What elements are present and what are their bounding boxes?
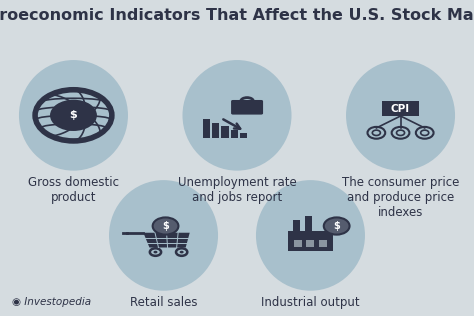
Ellipse shape bbox=[109, 180, 218, 291]
Text: Macroeconomic Indicators That Affect the U.S. Stock Market: Macroeconomic Indicators That Affect the… bbox=[0, 8, 474, 23]
Text: Industrial output: Industrial output bbox=[261, 296, 360, 309]
Text: $: $ bbox=[70, 110, 77, 120]
Text: $: $ bbox=[162, 221, 169, 231]
Bar bbox=[383, 101, 419, 116]
Circle shape bbox=[153, 217, 178, 234]
Text: CPI: CPI bbox=[391, 104, 410, 114]
Bar bbox=[212, 123, 219, 138]
Text: Gross domestic
product: Gross domestic product bbox=[28, 176, 119, 204]
Ellipse shape bbox=[19, 60, 128, 171]
Text: ◉ Investopedia: ◉ Investopedia bbox=[12, 296, 91, 307]
Bar bbox=[306, 240, 315, 247]
Ellipse shape bbox=[346, 60, 455, 171]
Text: Retail sales: Retail sales bbox=[130, 296, 197, 309]
Bar bbox=[230, 130, 238, 138]
Ellipse shape bbox=[182, 60, 292, 171]
Circle shape bbox=[180, 251, 183, 253]
Text: $: $ bbox=[333, 221, 340, 231]
Bar bbox=[288, 231, 333, 251]
Text: Unemployment rate
and jobs report: Unemployment rate and jobs report bbox=[178, 176, 296, 204]
Text: The consumer price
and produce price
indexes: The consumer price and produce price ind… bbox=[342, 176, 459, 219]
Ellipse shape bbox=[256, 180, 365, 291]
Circle shape bbox=[50, 100, 97, 131]
Bar bbox=[293, 220, 300, 231]
Bar bbox=[293, 240, 301, 247]
Bar bbox=[221, 126, 228, 138]
Circle shape bbox=[154, 251, 157, 253]
FancyBboxPatch shape bbox=[231, 100, 263, 115]
Bar bbox=[305, 216, 312, 231]
Bar bbox=[240, 133, 247, 138]
Polygon shape bbox=[143, 233, 190, 247]
Bar bbox=[203, 119, 210, 138]
Bar bbox=[319, 240, 328, 247]
Circle shape bbox=[324, 217, 349, 234]
